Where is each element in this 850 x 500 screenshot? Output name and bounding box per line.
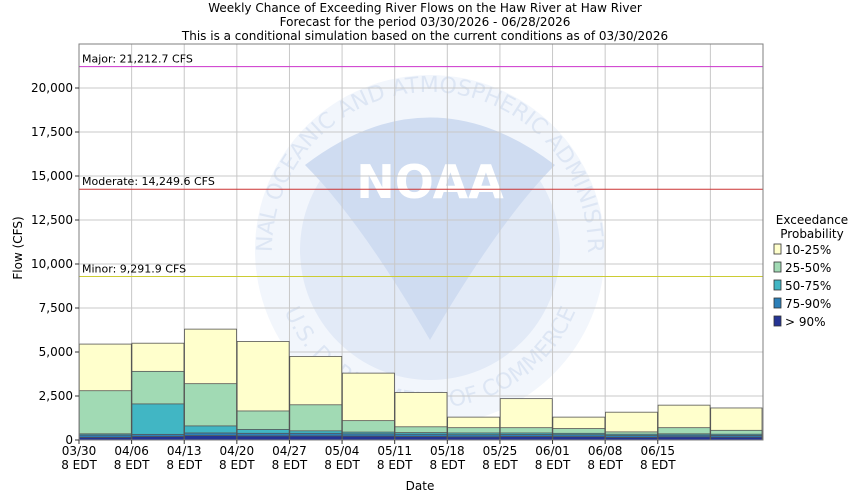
chart-subtitle-2: This is a conditional simulation based o…	[181, 29, 668, 43]
x-tick-label-date: 06/01	[535, 444, 570, 458]
bar-90-05-11	[394, 436, 448, 441]
y-tick-label: 20,000	[31, 81, 73, 95]
y-tick-label: 15,000	[31, 169, 73, 183]
x-tick-label-time: 8 EDT	[640, 458, 676, 472]
threshold-label-0: Major: 21,212.7 CFS	[82, 53, 193, 66]
x-tick-label-date: 05/04	[325, 444, 360, 458]
y-axis-label: Flow (CFS)	[11, 216, 25, 279]
bar-90-04-13	[184, 435, 237, 441]
chart-title: Weekly Chance of Exceeding River Flows o…	[208, 1, 642, 15]
x-tick-label-time: 8 EDT	[114, 458, 150, 472]
legend-swatch-4	[773, 315, 782, 327]
legend-label-3: 75-90%	[785, 297, 831, 311]
legend: Exceedance Probability 10-25% 25-50% 50-75…	[773, 213, 848, 329]
x-tick-label-date: 05/25	[483, 444, 518, 458]
x-tick-label-time: 8 EDT	[587, 458, 623, 472]
x-tick-label-date: 05/18	[430, 444, 465, 458]
legend-label-1: 25-50%	[785, 261, 831, 275]
legend-swatch-2	[773, 279, 782, 291]
chart-title-block: Weekly Chance of Exceeding River Flows o…	[181, 1, 668, 43]
x-tick-label-time: 8 EDT	[430, 458, 466, 472]
x-tick-label-time: 8 EDT	[377, 458, 413, 472]
watermark-gull-shape	[305, 117, 555, 340]
plot-frame	[78, 43, 764, 441]
legend-title-line2: Probability	[780, 227, 843, 241]
legend-label-0: 10-25%	[785, 243, 831, 257]
x-tick-label-date: 06/15	[640, 444, 675, 458]
x-tick-label-time: 8 EDT	[535, 458, 571, 472]
axes: 0 2,500 5,000 7,500 10,000 12,500 15,000 17,500…	[31, 43, 764, 472]
bar-90-04-27	[289, 435, 343, 441]
y-tick-label: 7,500	[39, 301, 73, 315]
x-axis-label: Date	[406, 479, 435, 493]
y-tick-label: 12,500	[31, 213, 73, 227]
y-tick-label: 10,000	[31, 257, 73, 271]
chart-subtitle: Forecast for the period 03/30/2026 - 06/…	[280, 15, 571, 29]
legend-title-line1: Exceedance	[776, 213, 848, 227]
x-tick-label-date: 04/20	[220, 444, 255, 458]
x-tick-label-time: 8 EDT	[482, 458, 518, 472]
bar-90-04-06	[131, 436, 185, 441]
x-tick-label-date: 04/06	[114, 444, 149, 458]
legend-label-2: 50-75%	[785, 279, 831, 293]
y-tick-label: 5,000	[39, 345, 73, 359]
bar-90-06-01	[552, 436, 606, 441]
legend-swatch-0	[773, 243, 782, 255]
x-tick-label-time: 8 EDT	[166, 458, 202, 472]
y-tick-label: 17,500	[31, 125, 73, 139]
bar-90-05-04	[341, 435, 395, 441]
watermark-logo-text: NOAA	[356, 155, 504, 209]
x-tick-label-date: 06/08	[588, 444, 623, 458]
x-tick-label-time: 8 EDT	[61, 458, 97, 472]
threshold-label-1: Moderate: 14,249.6 CFS	[82, 175, 215, 188]
bars-group	[78, 328, 763, 441]
y-tick-label: 0	[65, 433, 73, 447]
bar-90-05-25	[499, 436, 553, 441]
threshold-lines: Major: 21,212.7 CFS Moderate: 14,249.6 CF…	[79, 53, 763, 277]
x-tick-label-time: 8 EDT	[272, 458, 308, 472]
bar-90-04-20	[236, 435, 290, 441]
x-tick-label-date: 05/11	[377, 444, 412, 458]
legend-swatch-1	[773, 261, 782, 273]
threshold-label-2: Minor: 9,291.9 CFS	[82, 262, 186, 275]
x-tick-label-date: 03/30	[62, 444, 97, 458]
x-tick-label-date: 04/13	[167, 444, 202, 458]
legend-swatch-3	[773, 297, 782, 309]
y-tick-label: 2,500	[39, 389, 73, 403]
bar-25-50-03-30	[78, 390, 132, 441]
x-tick-label-time: 8 EDT	[219, 458, 255, 472]
legend-items: 10-25% 25-50% 50-75% 75-90% > 90%	[773, 243, 831, 329]
x-tick-label-date: 04/27	[272, 444, 307, 458]
x-tick-label-time: 8 EDT	[324, 458, 360, 472]
legend-label-4: > 90%	[785, 315, 826, 329]
